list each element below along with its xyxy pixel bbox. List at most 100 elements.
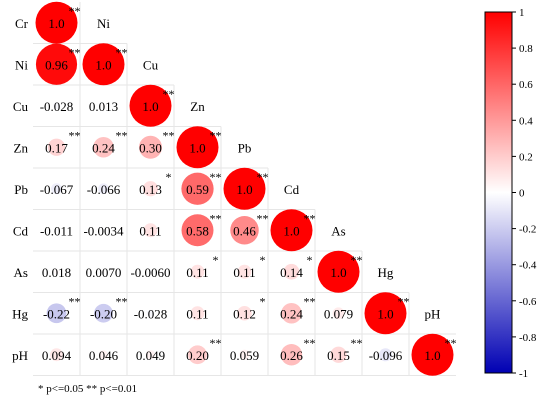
correlation-value-label: -0.0034: [83, 223, 124, 238]
colorbar-tick-label: 1: [519, 7, 525, 19]
cell-zn-cr: 0.17**: [45, 128, 81, 156]
cell-as-zn: 0.11 *: [186, 253, 218, 280]
column-label-cd: Cd: [284, 182, 300, 197]
correlation-value-label: 1.0: [189, 140, 205, 155]
correlation-circle: [283, 263, 300, 280]
cell-pb-cu: 0.13 *: [139, 170, 171, 197]
row-label-zn: Zn: [14, 140, 29, 155]
column-label-ph: pH: [425, 306, 441, 321]
cell-ph-ni: 0.046: [89, 348, 119, 363]
correlation-circle: [230, 216, 259, 245]
correlation-circle: [364, 292, 407, 335]
correlation-circle: [129, 84, 172, 127]
correlation-circle: [223, 167, 266, 210]
correlation-value-label: 0.079: [324, 306, 353, 321]
significance-marker: **: [69, 45, 81, 59]
cell-ph-zn: 0.20**: [186, 336, 222, 365]
column-label-zn: Zn: [190, 99, 205, 114]
cell-as-ni: 0.0070: [86, 265, 122, 280]
correlation-circle: [52, 102, 61, 110]
correlation-circle: [102, 229, 105, 232]
correlation-value-label: 0.46: [233, 223, 256, 238]
row-label-ni: Ni: [15, 57, 28, 72]
correlation-value-label: 0.24: [280, 306, 303, 321]
significance-marker: **: [210, 211, 222, 225]
correlation-value-label: 1.0: [236, 182, 252, 197]
correlation-circle: [54, 228, 59, 233]
row-label-ph: pH: [12, 348, 28, 363]
significance-marker: **: [351, 253, 363, 267]
correlation-circle: [190, 306, 205, 321]
cell-hg-cd: 0.24**: [280, 294, 316, 324]
colorbar-tick-label: -0.2: [519, 224, 536, 236]
significance-marker: **: [304, 294, 316, 308]
column-label-as: As: [331, 223, 345, 238]
significance-marker: **: [116, 45, 128, 59]
significance-marker: **: [69, 294, 81, 308]
colorbar-tick-label: -0.4: [519, 260, 537, 272]
significance-marker: **: [163, 87, 175, 101]
significance-marker: **: [210, 170, 222, 184]
correlation-value-label: 0.046: [89, 348, 119, 363]
column-label-pb: Pb: [238, 140, 252, 155]
correlation-circle: [35, 1, 78, 44]
correlation-value-label: 0.018: [42, 265, 71, 280]
variable-labels: Cr Ni Cu Zn Pb Cd As Hg pH Ni Cu Zn Pb Cd As Hg pH: [12, 16, 440, 363]
correlation-value-label: 0.20: [186, 348, 209, 363]
column-label-ni: Ni: [97, 16, 110, 31]
significance-marker: **: [398, 294, 410, 308]
correlation-value-label: -0.066: [87, 182, 121, 197]
correlation-circle: [99, 350, 108, 360]
cell-ph-hg: -0.096: [369, 348, 403, 363]
row-label-cu: Cu: [13, 99, 29, 114]
significance-marker: **: [210, 336, 222, 350]
cell-as-pb: 0.11 *: [233, 253, 265, 280]
correlation-circle: [239, 349, 250, 360]
cell-cu-ni: 0.013: [89, 99, 118, 114]
correlation-circle: [82, 43, 125, 86]
significance-marker: *: [260, 294, 266, 308]
colorbar-tick-label: 0.2: [519, 151, 533, 163]
cell-ni-ni: 1.0 **: [82, 43, 128, 86]
cell-as-cd: 0.14 *: [280, 253, 312, 280]
significance-marker: **: [304, 336, 316, 350]
correlation-circle: [190, 264, 205, 279]
colorbar: 1 0.8 0.6 0.4 0.2 0 -0.2 -0.4 -0.6 -0.8 -1: [484, 7, 537, 380]
correlation-value-label: 0.11: [186, 265, 208, 280]
cell-hg-cr: -0.22**: [43, 294, 81, 324]
correlation-value-label: -0.067: [40, 182, 74, 197]
correlation-value-label: 0.30: [139, 140, 162, 155]
correlation-value-label: 0.13: [139, 182, 162, 197]
significance-marker: **: [304, 211, 316, 225]
significance-marker: **: [69, 4, 81, 18]
correlation-value-label: 0.11: [139, 223, 161, 238]
cell-zn-ni: 0.24**: [92, 128, 128, 158]
correlation-circle: [181, 214, 214, 247]
correlation-circle: [142, 181, 159, 197]
correlation-circle: [94, 303, 113, 323]
colorbar-gradient: [484, 11, 513, 374]
significance-marker: **: [116, 128, 128, 142]
correlation-circle: [98, 183, 109, 195]
significance-marker: *: [260, 253, 266, 267]
cell-cd-cr: -0.011: [40, 223, 73, 238]
correlation-value-label: 0.0070: [86, 265, 122, 280]
significance-marker: **: [210, 128, 222, 142]
cell-ph-cd: 0.26**: [280, 336, 316, 366]
correlation-circle: [181, 172, 214, 205]
correlation-value-label: -0.22: [43, 306, 70, 321]
cell-cd-cd: 1.0 **: [270, 209, 316, 252]
correlation-circle: [281, 302, 302, 324]
correlation-value-label: 1.0: [142, 99, 158, 114]
row-label-as: As: [14, 265, 28, 280]
correlation-value-label: -0.028: [134, 306, 168, 321]
correlation-value-label: 0.049: [136, 348, 165, 363]
row-label-cr: Cr: [15, 16, 29, 31]
cell-hg-cu: -0.028: [134, 306, 168, 321]
correlation-value-label: 0.58: [186, 223, 209, 238]
cell-cu-cr: -0.028: [40, 99, 74, 114]
cell-hg-as: 0.079: [324, 306, 353, 321]
correlation-value-label: -0.028: [40, 99, 74, 114]
correlation-circle: [101, 269, 106, 274]
